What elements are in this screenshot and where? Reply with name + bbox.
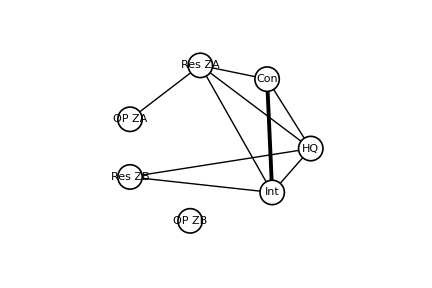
Circle shape <box>299 136 323 161</box>
Circle shape <box>255 67 279 91</box>
Circle shape <box>178 209 202 233</box>
Text: Int: Int <box>265 187 280 198</box>
Text: Res ZA: Res ZA <box>181 60 219 70</box>
Text: HQ: HQ <box>302 143 319 154</box>
Text: Con: Con <box>256 74 278 84</box>
Circle shape <box>118 165 142 189</box>
Circle shape <box>188 53 213 77</box>
Circle shape <box>118 107 142 131</box>
Circle shape <box>260 180 284 205</box>
Text: OP ZB: OP ZB <box>173 216 207 226</box>
Text: OP ZA: OP ZA <box>113 114 147 124</box>
Text: Res ZB: Res ZB <box>111 172 149 182</box>
